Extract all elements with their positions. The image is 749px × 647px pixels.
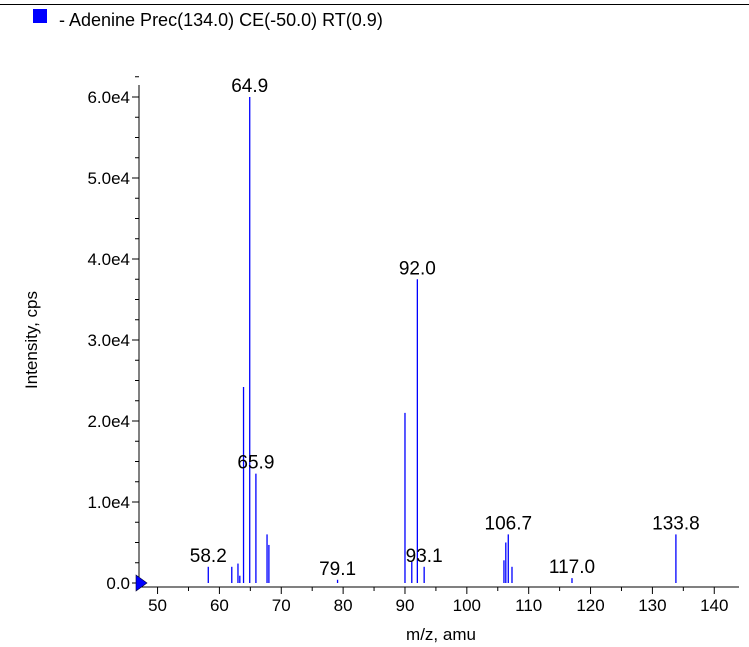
x-axis-ticks: 50 60 70 80 90 100 110 120 130 140 <box>148 587 728 615</box>
peak-labels: 58.2 64.9 65.9 79.1 92.0 93.1 106.7 117.0 133.8 <box>190 76 700 580</box>
y-tick-label: 0.0 <box>106 574 130 593</box>
peak-label: 117.0 <box>549 557 595 578</box>
x-tick-label: 70 <box>272 596 291 615</box>
y-axis-label: Intensity, cps <box>22 291 41 389</box>
y-tick-label: 3.0e4 <box>87 331 130 350</box>
x-tick-label: 110 <box>515 596 542 615</box>
x-tick-label: 130 <box>638 596 666 615</box>
legend-swatch <box>33 9 47 23</box>
x-tick-label: 60 <box>210 596 229 615</box>
peak-label: 106.7 <box>485 513 533 534</box>
y-tick-label: 1.0e4 <box>87 493 130 512</box>
x-tick-label: 90 <box>396 596 415 615</box>
y-axis-ticks: 0.0 1.0e4 2.0e4 3.0e4 4.0e4 5.0e4 6.0e4 <box>87 76 139 593</box>
x-tick-label: 80 <box>334 596 353 615</box>
y-tick-label: 6.0e4 <box>87 88 130 107</box>
peak-label: 93.1 <box>406 546 443 567</box>
chart-title: - Adenine Prec(134.0) CE(-50.0) RT(0.9) <box>59 10 383 30</box>
peak-label: 64.9 <box>231 76 268 97</box>
baseline-marker <box>135 574 148 592</box>
x-tick-label: 50 <box>148 596 167 615</box>
peak-marks <box>207 97 677 583</box>
top-rule <box>0 4 749 5</box>
y-tick-label: 5.0e4 <box>87 169 130 188</box>
peak-label: 133.8 <box>652 513 700 534</box>
peak-label: 92.0 <box>399 258 436 279</box>
x-tick-label: 100 <box>453 596 481 615</box>
peak-label: 58.2 <box>190 546 227 567</box>
y-tick-label: 4.0e4 <box>87 250 130 269</box>
x-tick-label: 120 <box>576 596 604 615</box>
x-tick-label: 140 <box>700 596 728 615</box>
peak-label: 79.1 <box>319 559 356 580</box>
y-tick-label: 2.0e4 <box>87 412 130 431</box>
x-axis-label: m/z, amu <box>406 625 476 644</box>
peak-label: 65.9 <box>237 453 274 474</box>
